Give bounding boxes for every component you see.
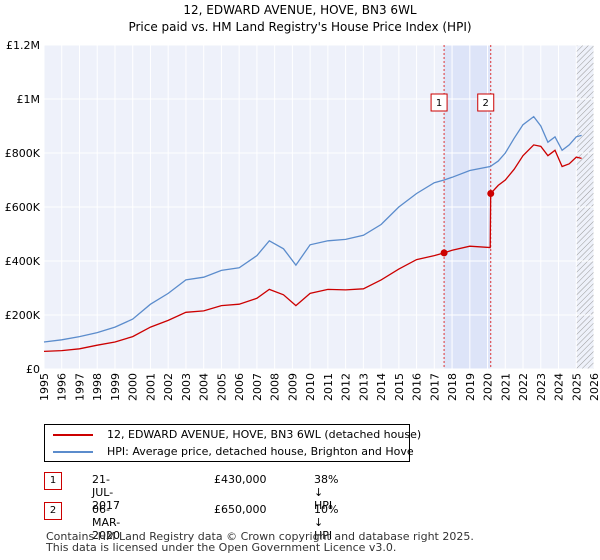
x-tick-label: 1998: [91, 373, 104, 401]
y-tick-label: £1M: [17, 93, 41, 106]
sale-date: 06-MAR-2020: [92, 503, 121, 542]
x-tick-label: 2002: [162, 373, 175, 401]
chart-subtitle: Price paid vs. HM Land Registry's House …: [128, 20, 471, 34]
x-tick-label: 2022: [517, 373, 530, 401]
chart-title: 12, EDWARD AVENUE, HOVE, BN3 6WL: [183, 3, 417, 17]
x-tick-label: 2025: [570, 373, 583, 401]
legend-item-hpi: HPI: Average price, detached house, Brig…: [53, 445, 414, 458]
x-tick-label: 2017: [428, 373, 441, 401]
sale-point: [440, 249, 448, 257]
legend-label: 12, EDWARD AVENUE, HOVE, BN3 6WL (detach…: [107, 428, 422, 441]
x-tick-label: 2003: [180, 373, 193, 401]
x-tick-label: 2006: [233, 373, 246, 401]
sale-hpi-diff: 38% ↓ HPI: [314, 473, 339, 512]
sale-date: 21-JUL-2017: [92, 473, 120, 512]
legend-line-icon: [53, 451, 93, 453]
x-tick-label: 2023: [535, 373, 548, 401]
x-tick-label: 2019: [464, 373, 477, 401]
sale-hpi-diff: 10% ↓ HPI: [314, 503, 339, 542]
y-tick-label: £0: [26, 363, 40, 376]
y-tick-label: £800K: [5, 147, 41, 160]
legend-line-icon: [53, 434, 93, 436]
sale-number-badge: 1: [44, 472, 62, 490]
x-tick-label: 1999: [109, 373, 122, 401]
y-tick-label: £400K: [5, 255, 41, 268]
copyright-text: Contains HM Land Registry data © Crown c…: [46, 530, 474, 543]
sale-label-box: [477, 93, 495, 112]
sale-number-badge: 2: [44, 502, 62, 520]
property-series-line: [43, 144, 582, 353]
x-tick-label: 2021: [499, 373, 512, 401]
x-tick-label: 2013: [357, 373, 370, 401]
x-tick-label: 2018: [446, 373, 459, 401]
x-tick-label: 2000: [127, 373, 140, 401]
x-tick-label: 2008: [269, 373, 282, 401]
x-tick-label: 1995: [38, 373, 51, 401]
x-tick-label: 1996: [56, 373, 69, 401]
x-tick-label: 2007: [251, 373, 264, 401]
x-tick-label: 2015: [393, 373, 406, 401]
x-tick-label: 2001: [144, 373, 157, 401]
x-tick-label: 2004: [198, 373, 211, 401]
sale-label-text: 1: [436, 98, 442, 109]
x-tick-label: 1997: [73, 373, 86, 401]
x-tick-label: 2010: [304, 373, 317, 401]
x-tick-label: 2011: [322, 373, 335, 401]
x-tick-label: 2009: [286, 373, 299, 401]
sale-price: £650,000: [214, 503, 267, 516]
footer: Contains HM Land Registry data © Crown c…: [46, 531, 474, 553]
sale-label-box: [430, 93, 448, 112]
y-tick-label: £1.2M: [6, 39, 40, 52]
x-tick-label: 2005: [215, 373, 228, 401]
price-chart: 12, EDWARD AVENUE, HOVE, BN3 6WL Price p…: [5, 3, 600, 401]
x-tick-label: 2012: [340, 373, 353, 401]
sale-price: £430,000: [214, 473, 267, 486]
x-tick-label: 2026: [588, 373, 600, 401]
legend: 12, EDWARD AVENUE, HOVE, BN3 6WL (detach…: [44, 424, 421, 462]
y-tick-label: £600K: [5, 201, 41, 214]
x-tick-label: 2024: [553, 373, 566, 401]
y-tick-label: £200K: [5, 309, 41, 322]
hpi-series-line: [43, 115, 582, 343]
legend-item-property: 12, EDWARD AVENUE, HOVE, BN3 6WL (detach…: [53, 428, 421, 441]
x-tick-label: 2020: [482, 373, 495, 401]
legend-label: HPI: Average price, detached house, Brig…: [107, 445, 414, 458]
sale-label-text: 2: [483, 98, 489, 109]
x-tick-label: 2016: [411, 373, 424, 401]
licence-text: This data is licensed under the Open Gov…: [46, 541, 397, 554]
x-tick-label: 2014: [375, 373, 388, 401]
sale-point: [487, 190, 495, 197]
